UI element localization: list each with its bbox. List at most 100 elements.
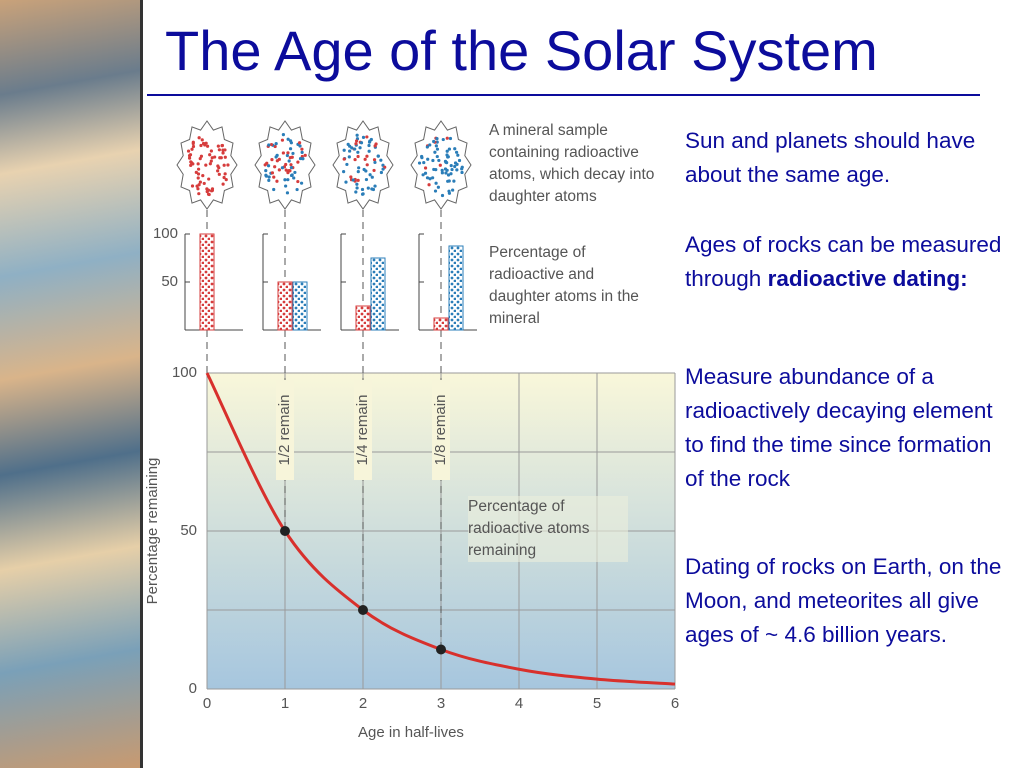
atom-dot [359,141,364,145]
atom-dot [431,176,435,180]
annotation: Percentage of radioactive atoms remainin… [468,496,628,562]
atom-dot [283,178,287,182]
x-axis-label: Age in half-lives [358,724,464,741]
atom-dot [293,170,297,175]
y-tick-label: 50 [180,522,197,539]
bar [448,245,464,331]
atom-dot [197,192,201,196]
atom-dot [281,132,286,137]
atom-dot [453,147,457,151]
atom-dot [196,162,200,166]
atom-dot [222,175,226,180]
atom-dot [360,192,365,196]
atom-dot [287,159,291,163]
atom-dot [417,161,422,165]
annotation: A mineral sample containing radioactive … [489,122,655,205]
atom-dot [361,135,366,139]
x-tick-label: 5 [593,695,601,712]
atom-dot [354,139,359,143]
marker-label: 1/4 remain [354,395,371,466]
atom-dot [275,153,279,157]
atom-dot [286,151,290,155]
atom-dot [372,158,377,162]
atom-dot [436,185,440,189]
atom-dot [217,172,221,176]
bullet: Sun and planets should have about the sa… [685,128,976,187]
atom-dot [275,159,279,163]
atom-dot [288,147,293,151]
label-bg [432,380,450,480]
atom-dot [431,158,435,163]
atom-dot [435,154,439,159]
atom-dot [202,181,206,186]
atom-dot [425,145,429,149]
atom-dot [433,189,438,193]
atom-dot [277,168,281,172]
atom-dot [196,172,201,176]
bullet-text: Ages of rocks can be measured through [685,232,1002,291]
atom-dot [365,154,369,158]
atom-dot [360,187,365,192]
atom-dot [189,163,193,167]
bullet: Dating of rocks on Earth, on the Moon, a… [685,554,1002,647]
atom-dot [368,139,372,143]
atom-dot [281,151,285,155]
atom-dot [187,156,192,160]
atom-dot [342,170,346,174]
atom-dot [444,160,448,164]
atom-dot [365,135,369,139]
atom-dot [460,170,464,175]
atom-dot [301,157,305,161]
atom-dot [427,183,431,187]
atom-dot [209,159,213,163]
bar [199,233,215,331]
atom-dot [364,169,368,173]
atom-dot [366,186,370,190]
atom-dot [355,182,359,186]
bullet: Measure abundance of a radioactively dec… [685,364,993,491]
atom-dot [296,160,300,164]
atom-dot [345,162,349,167]
bar [355,305,371,331]
atom-dot [455,168,459,172]
atom-dot [354,142,358,146]
annotation: Percentage of radioactive and daughter a… [489,244,639,327]
x-tick-label: 1 [281,695,289,712]
decay-curve [205,372,676,686]
atom-dot [357,166,361,170]
atom-dot [213,155,217,159]
atom-dot [440,171,444,175]
atom-dot [356,178,360,182]
atom-dot [448,136,453,141]
y-tick-label: 100 [172,364,197,381]
x-tick-label: 6 [671,695,679,712]
y-tick-label: 50 [161,273,178,290]
atom-dot [379,158,383,162]
atom-dot [266,164,271,168]
atom-dot [381,167,385,171]
atom-dot [373,160,377,165]
atom-dot [371,187,376,192]
atom-dot [428,143,432,147]
atom-dot [295,187,299,192]
atom-dot [450,167,454,172]
atom-dot [290,173,294,177]
atom-dot [200,138,204,142]
atom-dot [188,153,193,157]
bar [292,281,308,331]
atom-dot [296,179,300,184]
atom-dot [358,146,362,150]
atom-dot [423,166,428,170]
atom-dot [445,168,449,172]
atom-dot [420,154,424,159]
atom-dot [349,175,353,179]
atom-dot [196,187,200,191]
atom-dot [199,154,204,158]
atom-dot [347,155,351,159]
atom-dot [223,155,227,159]
atom-dot [300,147,304,151]
point [280,526,290,536]
atom-dot [422,160,426,165]
atom-dot [199,143,203,148]
